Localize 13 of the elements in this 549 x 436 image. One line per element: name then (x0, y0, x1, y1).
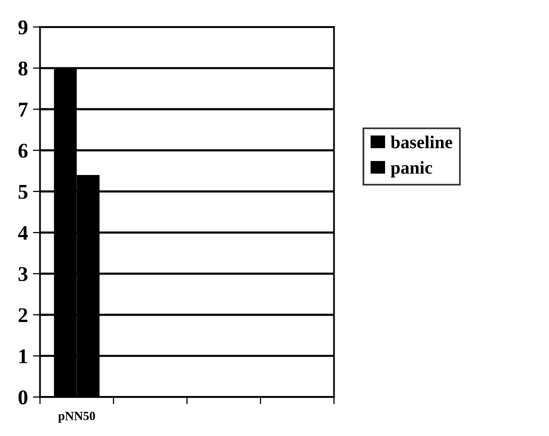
y-tick-label: 1 (19, 349, 28, 364)
y-tick-label: 8 (18, 61, 28, 76)
y-tick-label: 0 (18, 390, 28, 404)
legend-label: panic (390, 161, 432, 178)
y-tick-label: 5 (18, 185, 28, 199)
y-tick-label: 9 (18, 20, 28, 34)
y-tick-label: 6 (18, 144, 28, 158)
legend-label: baseline (390, 136, 452, 148)
y-tick-label: 7 (18, 102, 28, 116)
y-tick-label: 4 (18, 226, 28, 240)
y-tick-label: 2 (18, 308, 28, 322)
y-tick-label: 3 (18, 267, 28, 282)
x-tick-label: pNN50 (58, 412, 96, 423)
